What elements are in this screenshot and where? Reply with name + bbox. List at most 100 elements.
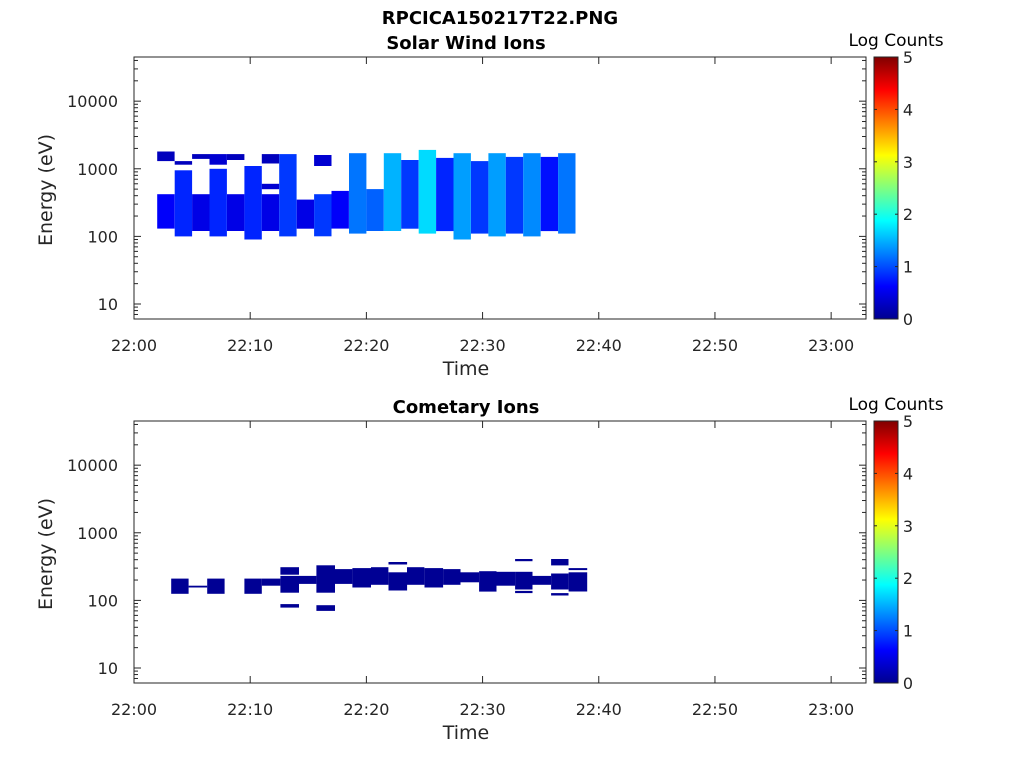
colorbar-tick-label: 4 <box>903 464 913 483</box>
heatmap-cell <box>407 567 425 585</box>
heatmap-cell <box>157 194 175 229</box>
heatmap-cell <box>174 161 193 165</box>
heatmap-cell <box>227 194 245 231</box>
x-tick-label: 22:20 <box>343 336 389 355</box>
y-tick-label: 100 <box>87 227 118 246</box>
x-tick-label: 22:30 <box>460 336 506 355</box>
heatmap-cell <box>443 569 461 585</box>
heatmap-cell <box>296 199 315 229</box>
x-tick-label: 23:00 <box>808 336 854 355</box>
heatmap-cell <box>401 160 419 229</box>
heatmap-cell <box>244 166 262 240</box>
colorbar-tick-label: 2 <box>903 205 913 224</box>
colorbar-tick-label: 2 <box>903 569 913 588</box>
x-tick-label: 22:30 <box>460 700 506 719</box>
x-axis-label: Time <box>442 358 490 380</box>
heatmap-cell <box>505 156 524 234</box>
heatmap-cell <box>551 593 569 596</box>
x-tick-label: 22:50 <box>692 700 738 719</box>
y-tick-label: 100 <box>87 591 118 610</box>
x-tick-label: 22:50 <box>692 336 738 355</box>
heatmap-cell <box>532 575 552 585</box>
heatmap-cell <box>171 578 189 594</box>
heatmap-cell <box>453 153 471 240</box>
x-tick-label: 22:40 <box>576 336 622 355</box>
heatmap-cell <box>496 571 516 586</box>
heatmap-cell <box>424 568 444 588</box>
x-tick-label: 23:00 <box>808 700 854 719</box>
colorbar-title: Log Counts <box>848 31 943 51</box>
heatmap-cell <box>280 567 299 575</box>
colorbar-tick-label: 1 <box>903 622 913 641</box>
heatmap-cell <box>349 153 367 234</box>
heatmap-cell <box>209 154 227 165</box>
colorbar-tick-label: 0 <box>903 310 913 329</box>
heatmap-cell <box>383 153 402 231</box>
heatmap-cell <box>188 585 208 588</box>
y-tick-label: 1000 <box>77 524 118 543</box>
heatmap-cell <box>316 605 335 611</box>
heatmap-cell <box>352 568 371 588</box>
heatmap-cell <box>388 572 408 591</box>
heatmap-cell <box>551 559 569 566</box>
heatmap-cell <box>279 154 297 237</box>
heatmap-cell <box>209 168 227 237</box>
y-tick-label: 10 <box>98 295 118 314</box>
heatmap-cell <box>418 149 437 234</box>
y-axis-label: Energy (eV) <box>35 134 57 246</box>
heatmap-cell <box>299 575 317 584</box>
heatmap-cell <box>335 569 353 584</box>
heatmap-cell <box>515 571 533 590</box>
heatmap-cell <box>314 194 332 237</box>
heatmap-cell <box>488 153 506 237</box>
heatmap-cell <box>515 590 533 594</box>
heatmap-cell <box>261 194 280 231</box>
heatmap-cell <box>174 170 193 237</box>
y-tick-label: 10 <box>98 659 118 678</box>
heatmap-cell <box>280 604 299 608</box>
heatmap-cell <box>388 562 408 565</box>
heatmap-cell <box>192 194 210 231</box>
plot-frame <box>133 56 867 320</box>
colorbar-tick-label: 0 <box>903 674 913 693</box>
heatmap-cell <box>371 567 389 585</box>
x-tick-label: 22:00 <box>111 336 157 355</box>
x-tick-label: 22:10 <box>227 336 273 355</box>
heatmap-cell <box>261 183 280 190</box>
heatmap-cell <box>515 559 533 562</box>
heatmap-cell <box>460 572 480 583</box>
x-tick-label: 22:20 <box>343 700 389 719</box>
plot-frame <box>133 420 867 684</box>
heatmap-cell <box>479 571 497 592</box>
x-axis-label: Time <box>442 722 490 744</box>
colorbar-tick-label: 5 <box>903 412 913 431</box>
heatmap-cell <box>316 565 335 593</box>
colorbar: Log Counts 0 1 2 3 4 5 <box>848 31 943 329</box>
colorbar-tick-label: 3 <box>903 153 913 172</box>
y-axis-label: Energy (eV) <box>35 498 57 610</box>
heatmap-cell <box>568 572 588 592</box>
colorbar-title: Log Counts <box>848 395 943 415</box>
heatmap-cell <box>157 151 175 162</box>
colorbar-tick-label: 1 <box>903 258 913 277</box>
y-tick-label: 10000 <box>67 92 118 111</box>
heatmap-cell <box>540 156 559 232</box>
heatmap-cell <box>436 157 454 232</box>
heatmap-cell <box>558 153 576 234</box>
heatmap-cell <box>261 578 281 586</box>
colorbar-gradient <box>873 56 899 320</box>
heatmap-cell <box>280 575 299 593</box>
x-tick-label: 22:40 <box>576 700 622 719</box>
heatmap-cell <box>314 155 332 166</box>
panel-title: Solar Wind Ions <box>386 33 545 54</box>
heatmap-cell <box>471 161 489 234</box>
colorbar-tick-label: 3 <box>903 517 913 536</box>
heatmap-cell <box>261 154 280 164</box>
heatmap-cell <box>207 578 225 594</box>
heatmap-cell <box>523 153 541 237</box>
x-tick-label: 22:00 <box>111 700 157 719</box>
